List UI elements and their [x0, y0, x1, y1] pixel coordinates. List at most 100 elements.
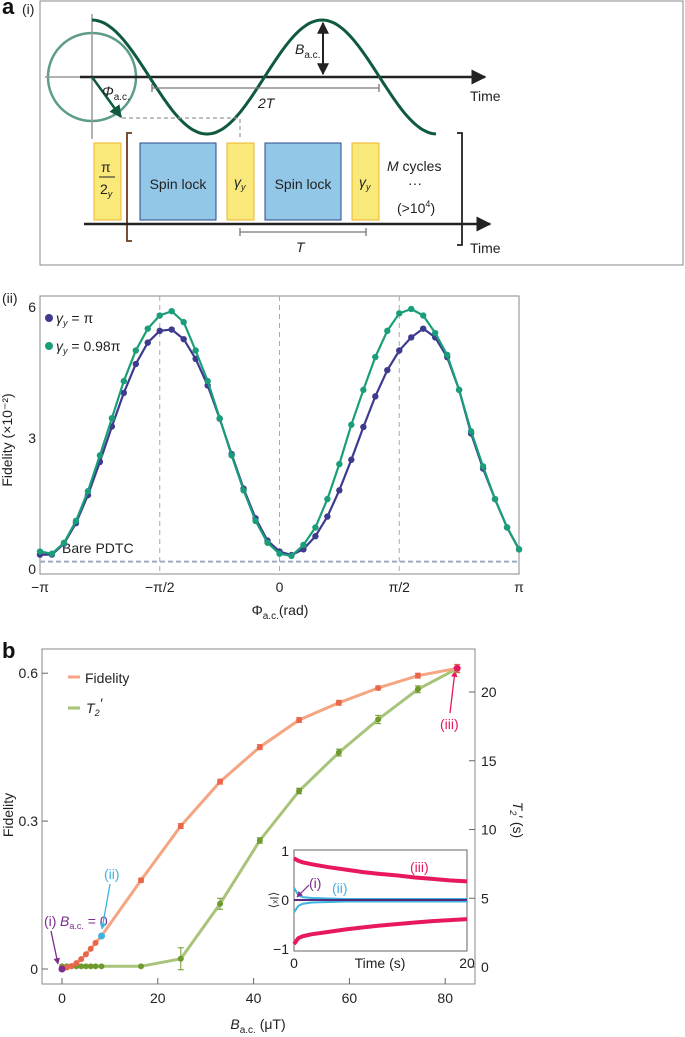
- data-point: [408, 305, 415, 313]
- data-point: [72, 517, 80, 525]
- data-point: [87, 963, 94, 970]
- data-point: [360, 423, 367, 431]
- data-point: [177, 955, 184, 962]
- data-point: [420, 312, 427, 319]
- data-point: [98, 963, 105, 970]
- data-point: [479, 463, 487, 470]
- data-point: [288, 552, 295, 560]
- annotation-i-arrow: [50, 930, 60, 965]
- data-point: [372, 353, 379, 361]
- y2-axis-label: T2′ (s): [508, 802, 526, 838]
- plot-frame: [39, 295, 520, 575]
- b-ac-label: Ba.c.: [295, 41, 320, 61]
- y-axis-label: Fidelity: [0, 793, 16, 837]
- data-point: [217, 900, 224, 907]
- annotation-ii: (ii): [104, 866, 120, 882]
- data-point: [180, 318, 187, 326]
- legend-label-fidelity: Fidelity: [85, 670, 129, 686]
- data-point: [84, 488, 92, 495]
- y2-tick-label: 20: [481, 684, 497, 700]
- data-point: [168, 326, 175, 333]
- spin-lock-label-1: Spin lock: [150, 176, 208, 192]
- ellipsis: ···: [408, 175, 422, 191]
- pulse-pi-half: [93, 142, 122, 221]
- data-point: [414, 672, 421, 679]
- data-point: [156, 312, 163, 319]
- legend-label-pi: γy = π: [56, 310, 93, 328]
- y-tick-label: 0: [28, 561, 36, 577]
- legend: γy = π γy = 0.98π: [45, 310, 121, 356]
- x-axis-label: Φa.c.(rad): [252, 602, 309, 622]
- data-point: [264, 539, 271, 546]
- data-point: [204, 377, 211, 385]
- fidelity-vs-phase-chart: (ii) Fidelity (×10⁻²) Φa.c.(rad) Bare PD…: [0, 290, 524, 622]
- data-point: [177, 823, 184, 830]
- data-point: [408, 334, 415, 341]
- y-axis-label: Fidelity (×10⁻²): [0, 393, 15, 486]
- inset-i-arrow: [296, 884, 310, 898]
- data-point: [96, 452, 104, 459]
- period-T-bracket: [239, 228, 367, 236]
- data-point: [138, 877, 145, 884]
- inset-x-tick-label: 20: [459, 955, 475, 971]
- data-point: [276, 550, 283, 557]
- legend: Fidelity T2′: [68, 670, 129, 718]
- period-2T-label: 2T: [257, 95, 276, 111]
- baseline-label: Bare PDTC: [62, 540, 134, 556]
- data-point: [312, 533, 319, 540]
- data-point: [144, 325, 151, 332]
- x-tick-label: 0: [58, 990, 66, 1006]
- cycle-count: (>104): [397, 199, 435, 216]
- data-point: [68, 963, 75, 970]
- annotation-bac-zero: Ba.c. = 0: [60, 913, 108, 931]
- data-point: [36, 548, 44, 555]
- data-point: [138, 963, 145, 970]
- data-point: [335, 699, 342, 706]
- spin-lock-label-2: Spin lock: [275, 176, 333, 192]
- data-point: [467, 428, 475, 435]
- y-tick-label: 6: [28, 299, 36, 315]
- period-T-label: T: [296, 239, 306, 255]
- y-tick-label: 0: [30, 961, 38, 977]
- data-point: [192, 347, 199, 354]
- data-point: [348, 456, 355, 463]
- pulse-gamma-1: [226, 142, 255, 221]
- data-point: [443, 351, 451, 359]
- data-point: [48, 550, 56, 557]
- legend-marker-098pi: [45, 342, 53, 350]
- x-tick-label: −π: [31, 579, 49, 595]
- x-tick-label: 0: [276, 579, 284, 595]
- period-2T-bracket: [151, 84, 380, 92]
- data-point: [503, 524, 511, 531]
- pulse-pi-denominator: 2y: [100, 181, 113, 199]
- annotation-i: (i): [44, 913, 56, 929]
- y-tick-label: 0.3: [19, 813, 39, 829]
- y-tick-label: 0.6: [19, 665, 39, 681]
- x-tick-label: 20: [150, 990, 166, 1006]
- plot-frame: [41, 648, 476, 985]
- data-point: [431, 329, 439, 337]
- inset-x-tick-label: 0: [290, 955, 298, 971]
- data-point: [144, 339, 151, 346]
- data-point: [252, 517, 259, 525]
- data-point: [78, 963, 85, 970]
- inset-y-tick-label: 1: [281, 843, 289, 859]
- y2-tick-label: 0: [481, 959, 489, 975]
- data-point: [348, 421, 355, 428]
- highlight-point: [453, 664, 461, 672]
- data-point: [324, 513, 331, 520]
- data-point: [335, 749, 342, 756]
- panel-a-label: a: [2, 0, 15, 19]
- inset-label-iii: (iii): [410, 859, 429, 875]
- inset-label-ii: (ii): [332, 880, 348, 896]
- data-point: [92, 939, 99, 946]
- data-point: [132, 347, 139, 354]
- data-point: [217, 778, 224, 785]
- highlight-point: [58, 965, 66, 973]
- x-tick-label: π/2: [389, 579, 411, 595]
- cycle-bracket-open: [126, 132, 132, 242]
- panel-a-diagram: a (i) Φa.c. Ba.c. 2T Time π 2y Spin lock…: [2, 0, 684, 266]
- annotation-iii: (iii): [440, 716, 459, 732]
- phi-ac-label: Φa.c.: [102, 83, 130, 103]
- data-point: [156, 327, 163, 335]
